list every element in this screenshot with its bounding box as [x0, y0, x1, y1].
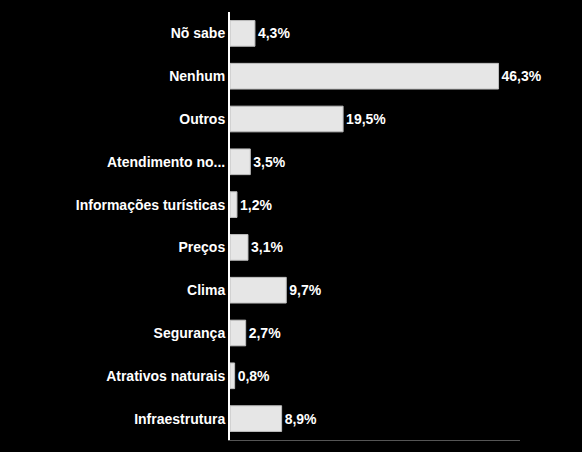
svg-text:Nenhum: Nenhum [169, 68, 225, 84]
svg-text:8,9%: 8,9% [285, 411, 317, 427]
svg-text:Preços: Preços [178, 239, 225, 255]
svg-text:3,5%: 3,5% [253, 154, 285, 170]
svg-text:Informações turísticas: Informações turísticas [76, 197, 226, 213]
svg-text:Segurança: Segurança [154, 325, 226, 341]
svg-text:9,7%: 9,7% [289, 282, 321, 298]
svg-text:1,2%: 1,2% [240, 197, 272, 213]
svg-text:3,1%: 3,1% [251, 239, 283, 255]
svg-text:Nõ sabe: Nõ sabe [171, 25, 226, 41]
svg-text:4,3%: 4,3% [258, 25, 290, 41]
svg-text:Clima: Clima [187, 282, 225, 298]
svg-text:Infraestrutura: Infraestrutura [134, 411, 225, 427]
svg-text:Atrativos naturais: Atrativos naturais [106, 368, 225, 384]
svg-text:0,8%: 0,8% [238, 368, 270, 384]
svg-text:19,5%: 19,5% [346, 111, 386, 127]
svg-text:2,7%: 2,7% [249, 325, 281, 341]
svg-text:46,3%: 46,3% [502, 68, 542, 84]
svg-text:Atendimento no...: Atendimento no... [107, 154, 225, 170]
svg-text:Outros: Outros [179, 111, 225, 127]
